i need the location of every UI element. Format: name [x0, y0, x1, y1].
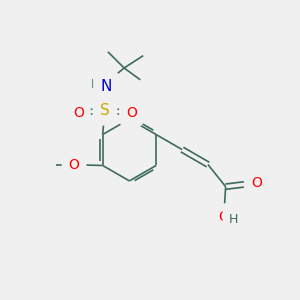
Text: N: N: [101, 79, 112, 94]
Text: H: H: [229, 212, 238, 226]
Text: O: O: [126, 106, 137, 120]
Text: O: O: [218, 210, 229, 224]
Text: O: O: [73, 106, 84, 120]
Text: S: S: [100, 103, 110, 118]
Text: H: H: [91, 78, 100, 91]
Text: O: O: [251, 176, 262, 190]
Text: O: O: [69, 158, 80, 172]
